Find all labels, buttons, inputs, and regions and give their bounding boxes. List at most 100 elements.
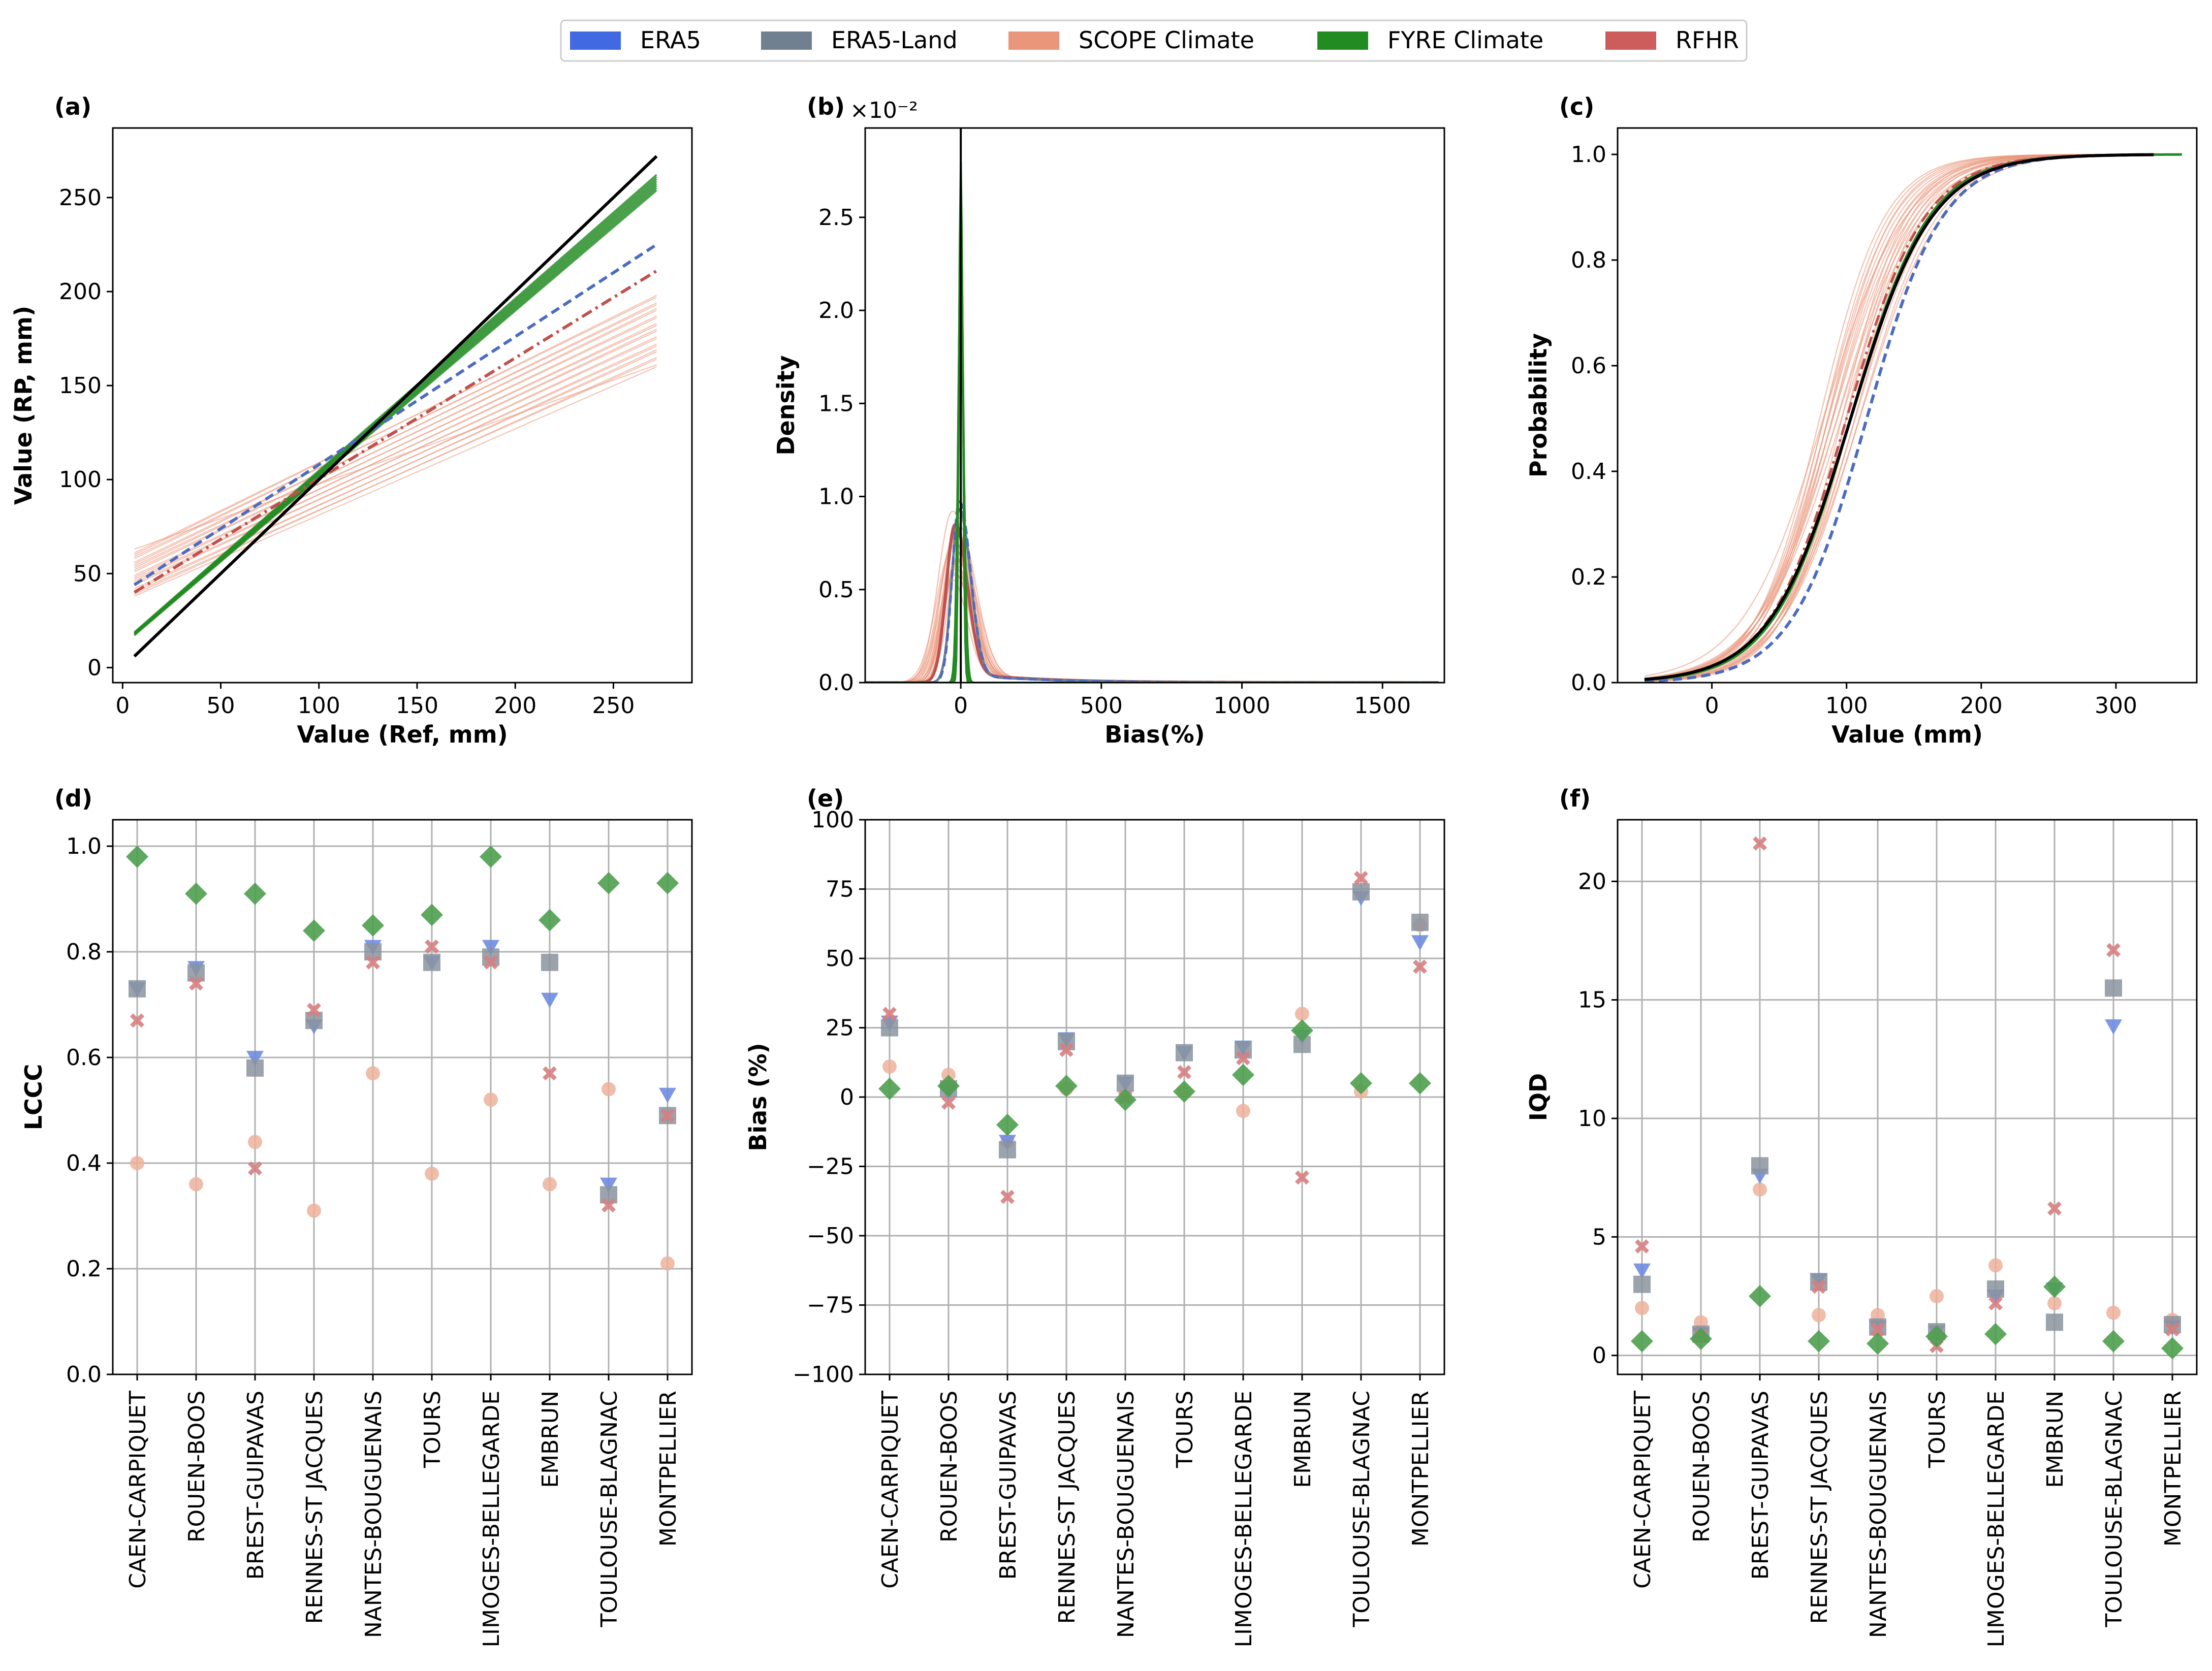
x-tick-label: TOULOUSE-BLAGNAC xyxy=(596,1391,622,1628)
legend-swatch xyxy=(1008,31,1059,50)
panel-a: (a) 0 50 100 150 200 250 Value (RP, mm) 0 50 100 15… xyxy=(10,93,693,748)
marker-fyre-climate xyxy=(597,872,620,894)
x-tick-label: TOURS xyxy=(420,1391,446,1468)
marker-fyre-climate xyxy=(1055,1075,1078,1098)
marker-era5-land xyxy=(541,953,558,971)
y-tick-label: 0.4 xyxy=(66,1150,102,1176)
marker-fyre-climate xyxy=(1984,1323,2007,1345)
marker-rfhr xyxy=(1871,1322,1885,1337)
x-tick-label: CAEN-CARPIQUET xyxy=(877,1391,903,1589)
x-tick-label: 250 xyxy=(592,693,635,719)
plot-area xyxy=(113,820,692,1375)
marker-era5-land xyxy=(1633,1275,1651,1293)
y-tick-label: 75 xyxy=(826,877,854,903)
y-tick-label: 0.0 xyxy=(1571,670,1606,696)
marker-scope-climate xyxy=(660,1256,675,1271)
marker-rfhr xyxy=(941,1095,956,1110)
y-tick-label: 25 xyxy=(826,1015,854,1041)
scope-cdf-curve xyxy=(1644,154,2113,682)
marker-era5-land xyxy=(2105,979,2122,997)
marker-scope-climate xyxy=(1930,1289,1944,1303)
panel-letter: (f) xyxy=(1559,785,1591,812)
marker-scope-climate xyxy=(1988,1258,2003,1273)
x-tick-label: RENNES-ST JACQUES xyxy=(1807,1391,1832,1624)
marker-era5 xyxy=(1411,935,1429,951)
marker-fyre-climate xyxy=(1173,1080,1195,1103)
marker-fyre-climate xyxy=(2043,1275,2066,1298)
scope-cdf-curve xyxy=(1644,154,2113,680)
x-tick-label: 1000 xyxy=(1214,693,1271,719)
marker-scope-climate xyxy=(189,1177,203,1192)
x-tick-label: BREST-GUIPAVAS xyxy=(243,1391,269,1580)
x-tick-label: TOULOUSE-BLAGNAC xyxy=(1349,1391,1375,1628)
y-axis-label: IQD xyxy=(1525,1073,1552,1121)
marker-era5 xyxy=(541,992,558,1008)
scope-member-line xyxy=(134,308,657,565)
y-tick-label: 0.2 xyxy=(66,1256,102,1282)
marker-fyre-climate xyxy=(656,872,679,894)
marker-rfhr xyxy=(1753,836,1767,851)
x-tick-label: 200 xyxy=(494,693,536,719)
x-tick-label: 0 xyxy=(1705,693,1719,719)
y-tick-label: 0.4 xyxy=(1571,459,1606,485)
marker-rfhr xyxy=(425,939,439,954)
y-tick-label: 5 xyxy=(1592,1224,1606,1250)
panel-c: (c) 0.0 0.2 0.4 0.6 0.8 1.0 Probability 0 100 200 3… xyxy=(1525,93,2198,748)
marker-fyre-climate xyxy=(1631,1330,1653,1353)
y-tick-label: 15 xyxy=(1578,987,1606,1013)
fyre-density-curve xyxy=(865,329,1439,683)
marker-rfhr xyxy=(660,1108,675,1123)
x-tick-label: 100 xyxy=(298,693,340,719)
x-tick-label: ROUEN-BOOS xyxy=(936,1391,962,1543)
scope-density-curve xyxy=(865,533,1439,683)
x-tick-label: 0 xyxy=(115,693,130,719)
y-tick-label: 0.0 xyxy=(818,670,854,696)
scope-member-line xyxy=(134,343,657,586)
scope-cdf-curve xyxy=(1644,153,2113,682)
marker-rfhr xyxy=(543,1066,557,1081)
marker-era5-land xyxy=(999,1141,1016,1159)
plot-area xyxy=(1644,153,2182,683)
y-axis-label: LCCC xyxy=(20,1064,47,1131)
scope-density-curve xyxy=(865,538,1439,683)
legend-label: ERA5 xyxy=(640,26,701,54)
era5-cdf-curve xyxy=(1644,153,2154,683)
y-tick-label: 0.0 xyxy=(66,1362,102,1388)
legend-swatch xyxy=(761,31,812,50)
scope-cdf-curve xyxy=(1644,154,2113,677)
marker-rfhr xyxy=(882,1007,897,1021)
y-tick-label: 100 xyxy=(59,467,102,493)
x-tick-label: TOURS xyxy=(1924,1391,1950,1468)
y-tick-label: 0.5 xyxy=(818,577,854,603)
scope-cdf-curve xyxy=(1644,154,2113,682)
rfhr-density-curve xyxy=(865,523,1439,683)
x-tick-label: CAEN-CARPIQUET xyxy=(1630,1391,1656,1589)
scope-cdf-curve xyxy=(1644,153,2113,681)
marker-fyre-climate xyxy=(1291,1019,1313,1042)
marker-scope-climate xyxy=(1812,1308,1826,1323)
y-tick-label: 0.8 xyxy=(1571,247,1606,273)
marker-era5 xyxy=(482,940,499,955)
y-axis-label: Density xyxy=(772,355,800,455)
axes-frame xyxy=(864,127,1445,684)
scope-cdf-curve xyxy=(1644,154,2113,681)
marker-fyre-climate xyxy=(1409,1072,1431,1095)
x-tick-label: 300 xyxy=(2095,693,2137,719)
marker-scope-climate xyxy=(2106,1305,2121,1320)
scope-cdf-curve xyxy=(1644,154,2113,680)
scope-cdf-curve xyxy=(1644,154,2113,682)
marker-rfhr xyxy=(1635,1239,1649,1254)
x-tick-label: 50 xyxy=(207,693,235,719)
panel-d: (d) 0.0 0.2 0.4 0.6 0.8 1.0 LCCC CAEN-CARPIQUET R… xyxy=(20,785,693,1647)
marker-fyre-climate xyxy=(1232,1064,1254,1086)
scope-member-line xyxy=(134,323,657,572)
y-tick-label: 100 xyxy=(811,807,854,833)
marker-rfhr xyxy=(1236,1051,1250,1066)
marker-rfhr xyxy=(189,976,203,991)
marker-fyre-climate xyxy=(362,914,384,937)
marker-rfhr xyxy=(1000,1190,1015,1204)
marker-fyre-climate xyxy=(185,882,207,905)
marker-rfhr xyxy=(248,1161,262,1176)
legend-label: ERA5-Land xyxy=(831,26,958,54)
y-tick-label: −50 xyxy=(807,1223,854,1249)
